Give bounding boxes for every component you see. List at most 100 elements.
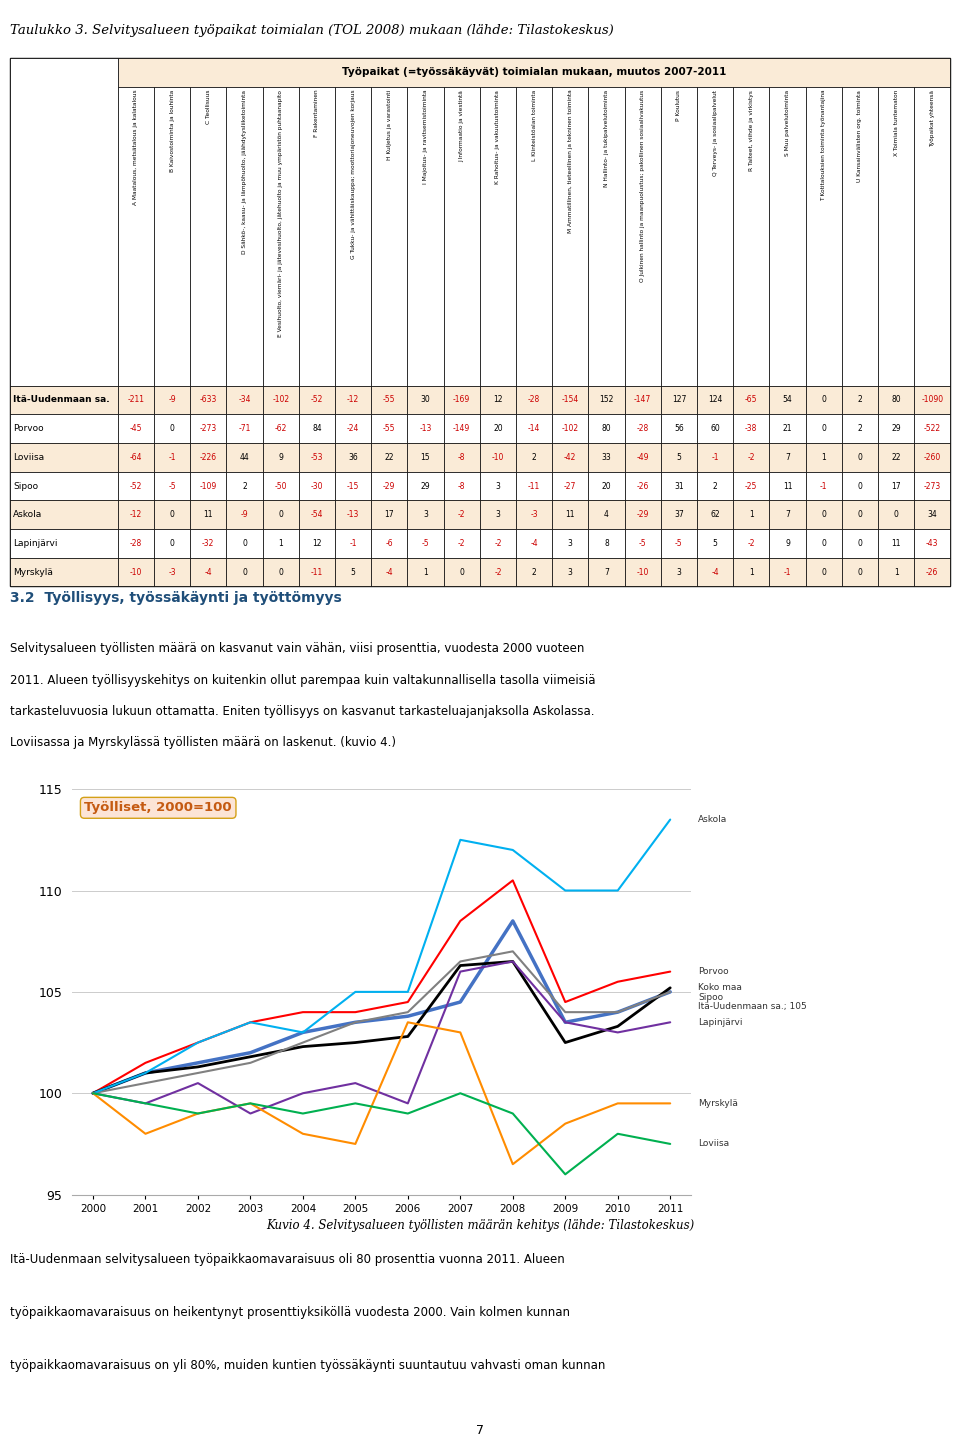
Bar xyxy=(625,529,660,557)
Bar xyxy=(480,557,516,586)
Bar xyxy=(480,87,516,385)
Koko maa xyxy=(87,1085,99,1102)
Loviisa xyxy=(664,1135,676,1153)
Text: Q Terveys- ja sosiaalipalvelut: Q Terveys- ja sosiaalipalvelut xyxy=(712,90,717,175)
Loviisa xyxy=(245,1095,256,1112)
Bar xyxy=(10,414,118,443)
Porvoo xyxy=(612,973,623,990)
Bar xyxy=(697,529,733,557)
Itä-Uudenmaan sa.; 105 xyxy=(402,1008,414,1025)
Text: -71: -71 xyxy=(238,424,251,433)
Bar xyxy=(588,557,625,586)
Bar xyxy=(914,385,950,414)
Text: 60: 60 xyxy=(710,424,720,433)
Bar xyxy=(10,472,118,501)
Bar xyxy=(660,414,697,443)
Text: 80: 80 xyxy=(602,424,612,433)
Lapinjärvi xyxy=(454,963,466,980)
Bar xyxy=(372,87,407,385)
Text: -28: -28 xyxy=(130,539,142,547)
Bar xyxy=(335,87,372,385)
Lapinjärvi xyxy=(560,1014,571,1031)
Porvoo xyxy=(560,993,571,1011)
Bar xyxy=(914,443,950,472)
Bar xyxy=(625,385,660,414)
Bar xyxy=(805,414,842,443)
Bar xyxy=(407,501,444,529)
Bar xyxy=(914,529,950,557)
Bar xyxy=(805,443,842,472)
Bar xyxy=(878,87,914,385)
Line: Porvoo: Porvoo xyxy=(93,880,670,1093)
Bar xyxy=(588,529,625,557)
Bar xyxy=(660,443,697,472)
Bar xyxy=(335,472,372,501)
Bar xyxy=(444,385,480,414)
Text: 0: 0 xyxy=(242,539,247,547)
Text: 36: 36 xyxy=(348,453,358,462)
Text: -12: -12 xyxy=(347,395,359,404)
Bar xyxy=(588,87,625,385)
Text: -109: -109 xyxy=(200,482,217,491)
Bar xyxy=(372,557,407,586)
Bar xyxy=(263,385,299,414)
Bar xyxy=(444,472,480,501)
Text: -211: -211 xyxy=(128,395,144,404)
Bar xyxy=(842,443,878,472)
Bar xyxy=(118,443,154,472)
Text: 0: 0 xyxy=(857,482,862,491)
Bar xyxy=(805,385,842,414)
Text: Itä-Uudenmaan selvitysalueen työpaikkaomavaraisuus oli 80 prosenttia vuonna 2011: Itä-Uudenmaan selvitysalueen työpaikkaom… xyxy=(10,1253,564,1266)
Text: E Vesihuolto, viemäri- ja jätevesihuolto, jätehuolto ja muu ympäristön puhtaanap: E Vesihuolto, viemäri- ja jätevesihuolto… xyxy=(278,90,283,336)
Text: P Koulutus: P Koulutus xyxy=(677,90,682,120)
Bar xyxy=(227,87,263,385)
Bar xyxy=(444,557,480,586)
Text: -25: -25 xyxy=(745,482,757,491)
Itä-Uudenmaan sa.; 105 xyxy=(87,1085,99,1102)
Koko maa xyxy=(612,1018,623,1035)
Text: -42: -42 xyxy=(564,453,577,462)
Text: 0: 0 xyxy=(170,510,175,520)
Bar xyxy=(190,472,227,501)
Text: N Hallinto- ja tukipalvelutoiminta: N Hallinto- ja tukipalvelutoiminta xyxy=(604,90,609,187)
Bar xyxy=(733,501,769,529)
Loviisa xyxy=(560,1166,571,1183)
Bar xyxy=(805,87,842,385)
Bar xyxy=(335,529,372,557)
Text: 7: 7 xyxy=(604,568,609,576)
Text: -53: -53 xyxy=(311,453,324,462)
Koko maa xyxy=(454,957,466,975)
Bar xyxy=(842,529,878,557)
Bar xyxy=(299,501,335,529)
Text: 3: 3 xyxy=(568,539,573,547)
Text: -169: -169 xyxy=(453,395,470,404)
Text: -5: -5 xyxy=(421,539,429,547)
Text: Loviisa: Loviisa xyxy=(698,1140,730,1148)
Bar xyxy=(697,557,733,586)
Text: Loviisa: Loviisa xyxy=(13,453,44,462)
Line: Askola: Askola xyxy=(93,820,670,1093)
Bar xyxy=(407,87,444,385)
Bar xyxy=(227,472,263,501)
Askola xyxy=(612,882,623,899)
Bar xyxy=(878,443,914,472)
Bar xyxy=(299,529,335,557)
Bar xyxy=(625,501,660,529)
Text: -49: -49 xyxy=(636,453,649,462)
Text: C Teollisuus: C Teollisuus xyxy=(205,90,211,125)
Bar xyxy=(335,414,372,443)
Text: D Sähkö-, kaasu- ja lämpöhuolto, jäähdytysliiketoiminta: D Sähkö-, kaasu- ja lämpöhuolto, jäähdyt… xyxy=(242,90,247,253)
Bar xyxy=(660,385,697,414)
Askola xyxy=(140,1064,152,1082)
Bar xyxy=(263,472,299,501)
Text: -34: -34 xyxy=(238,395,251,404)
Bar xyxy=(588,414,625,443)
Bar xyxy=(299,557,335,586)
Itä-Uudenmaan sa.; 105 xyxy=(664,983,676,1001)
Text: Lapinjärvi: Lapinjärvi xyxy=(698,1018,743,1027)
Text: S Muu palvelutoiminta: S Muu palvelutoiminta xyxy=(785,90,790,156)
Text: -9: -9 xyxy=(241,510,249,520)
Text: 127: 127 xyxy=(672,395,686,404)
Bar xyxy=(769,87,805,385)
Text: 5: 5 xyxy=(677,453,682,462)
